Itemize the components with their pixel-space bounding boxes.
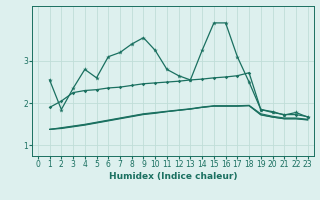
X-axis label: Humidex (Indice chaleur): Humidex (Indice chaleur) — [108, 172, 237, 181]
